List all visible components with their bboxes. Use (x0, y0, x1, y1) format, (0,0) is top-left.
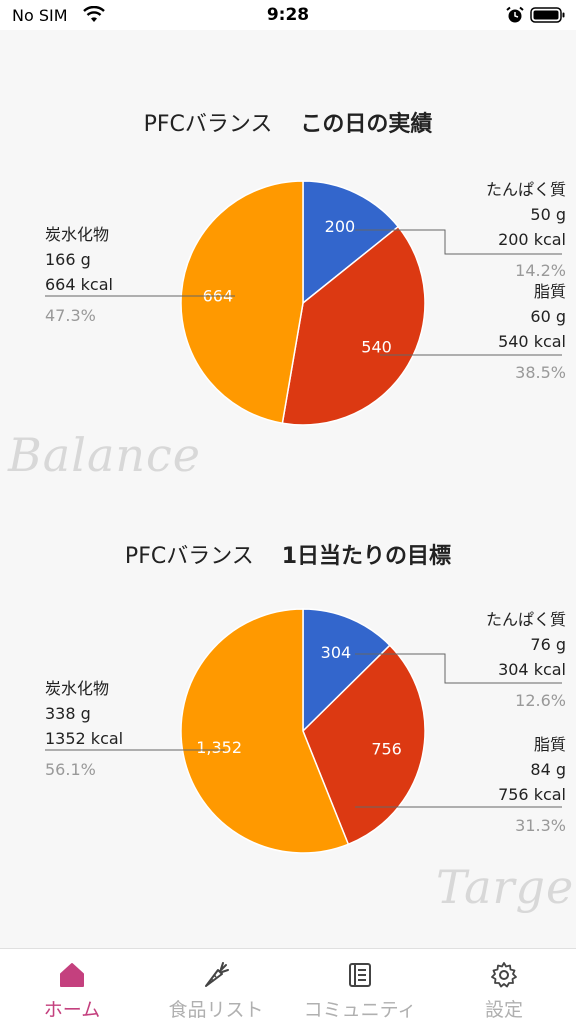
carrot-icon (205, 962, 229, 987)
target-pie-chart: 304 756 1,352 (45, 608, 562, 854)
home-icon (60, 963, 84, 987)
target-fat-kcal: 756 kcal (498, 785, 566, 804)
actual-slice-carb (180, 180, 304, 425)
tab-home-label: ホーム (43, 999, 101, 1021)
actual-carb-kcal: 664 kcal (45, 275, 113, 294)
actual-fat-kcal: 540 kcal (498, 332, 566, 351)
target-carb-name: 炭水化物 (45, 679, 110, 698)
status-bar: No SIM 9:28 (0, 0, 576, 30)
target-protein-label: たんぱく質 76 g 304 kcal 12.6% (486, 607, 566, 713)
target-slice-label-carb: 1,352 (196, 738, 242, 757)
status-time: 9:28 (266, 5, 310, 25)
list-icon (349, 963, 371, 987)
actual-fat-name: 脂質 (533, 282, 566, 301)
actual-chart-title: PFCバランス この日の実績 (0, 106, 576, 138)
tab-food-list[interactable]: 食品リスト (144, 949, 288, 1024)
tab-community[interactable]: コミュニティ (288, 949, 432, 1024)
tab-settings[interactable]: 設定 (432, 949, 576, 1024)
actual-callout-line-protein (355, 229, 562, 255)
tab-food-list-label: 食品リスト (168, 999, 264, 1021)
tab-bar: ホーム 食品リスト コミュニティ 設定 (0, 948, 576, 1024)
target-protein-name: たんぱく質 (485, 610, 566, 629)
actual-protein-percent: 14.2% (515, 261, 566, 280)
target-protein-grams: 76 g (530, 635, 566, 654)
actual-title-prefix: PFCバランス (143, 112, 273, 137)
actual-protein-kcal: 200 kcal (498, 230, 566, 249)
alarm-icon (506, 6, 524, 23)
actual-fat-percent: 38.5% (515, 363, 566, 382)
target-fat-grams: 84 g (530, 760, 566, 779)
target-slice-label-protein: 304 (321, 643, 352, 662)
target-slice-protein (302, 608, 391, 733)
actual-fat-grams: 60 g (530, 307, 566, 326)
target-carb-kcal: 1352 kcal (45, 729, 124, 748)
tab-home[interactable]: ホーム (0, 949, 144, 1024)
actual-fat-label: 脂質 60 g 540 kcal 38.5% (498, 279, 566, 385)
target-fat-name: 脂質 (533, 735, 566, 754)
actual-title-main: この日の実績 (300, 112, 433, 137)
target-title-main: 1日当たりの目標 (281, 544, 452, 569)
target-slice-carb (180, 608, 350, 854)
actual-slice-label-fat: 540 (361, 337, 392, 356)
actual-protein-name: たんぱく質 (485, 180, 566, 199)
target-protein-percent: 12.6% (515, 691, 566, 710)
target-chart-title: PFCバランス 1日当たりの目標 (0, 538, 576, 570)
target-slice-fat (302, 644, 426, 846)
carrier-label: No SIM (12, 6, 68, 25)
battery-icon (530, 7, 565, 23)
target-carb-percent: 56.1% (45, 760, 96, 779)
actual-carb-name: 炭水化物 (45, 225, 110, 244)
target-fat-label: 脂質 84 g 756 kcal 31.3% (498, 732, 566, 838)
actual-carb-label: 炭水化物 166 g 664 kcal 47.3% (45, 222, 113, 328)
actual-carb-percent: 47.3% (45, 306, 96, 325)
target-deco-text: Target (436, 860, 576, 914)
target-title-prefix: PFCバランス (124, 544, 254, 569)
actual-protein-grams: 50 g (530, 205, 566, 224)
tab-community-label: コミュニティ (303, 999, 417, 1021)
actual-protein-label: たんぱく質 50 g 200 kcal 14.2% (486, 177, 566, 283)
wifi-icon (83, 6, 105, 22)
target-carb-grams: 338 g (45, 704, 91, 723)
target-slice-label-fat: 756 (371, 739, 402, 758)
gear-icon (491, 962, 517, 988)
target-carb-label: 炭水化物 338 g 1352 kcal 56.1% (45, 676, 123, 782)
target-protein-kcal: 304 kcal (498, 660, 566, 679)
target-fat-percent: 31.3% (515, 816, 566, 835)
actual-slice-label-protein: 200 (325, 217, 356, 236)
actual-carb-grams: 166 g (45, 250, 91, 269)
target-callout-line-protein (355, 653, 562, 684)
actual-slice-protein (302, 180, 400, 305)
balance-deco-text: Balance (8, 428, 201, 482)
tab-settings-label: 設定 (484, 999, 523, 1021)
actual-slice-fat (281, 225, 426, 426)
